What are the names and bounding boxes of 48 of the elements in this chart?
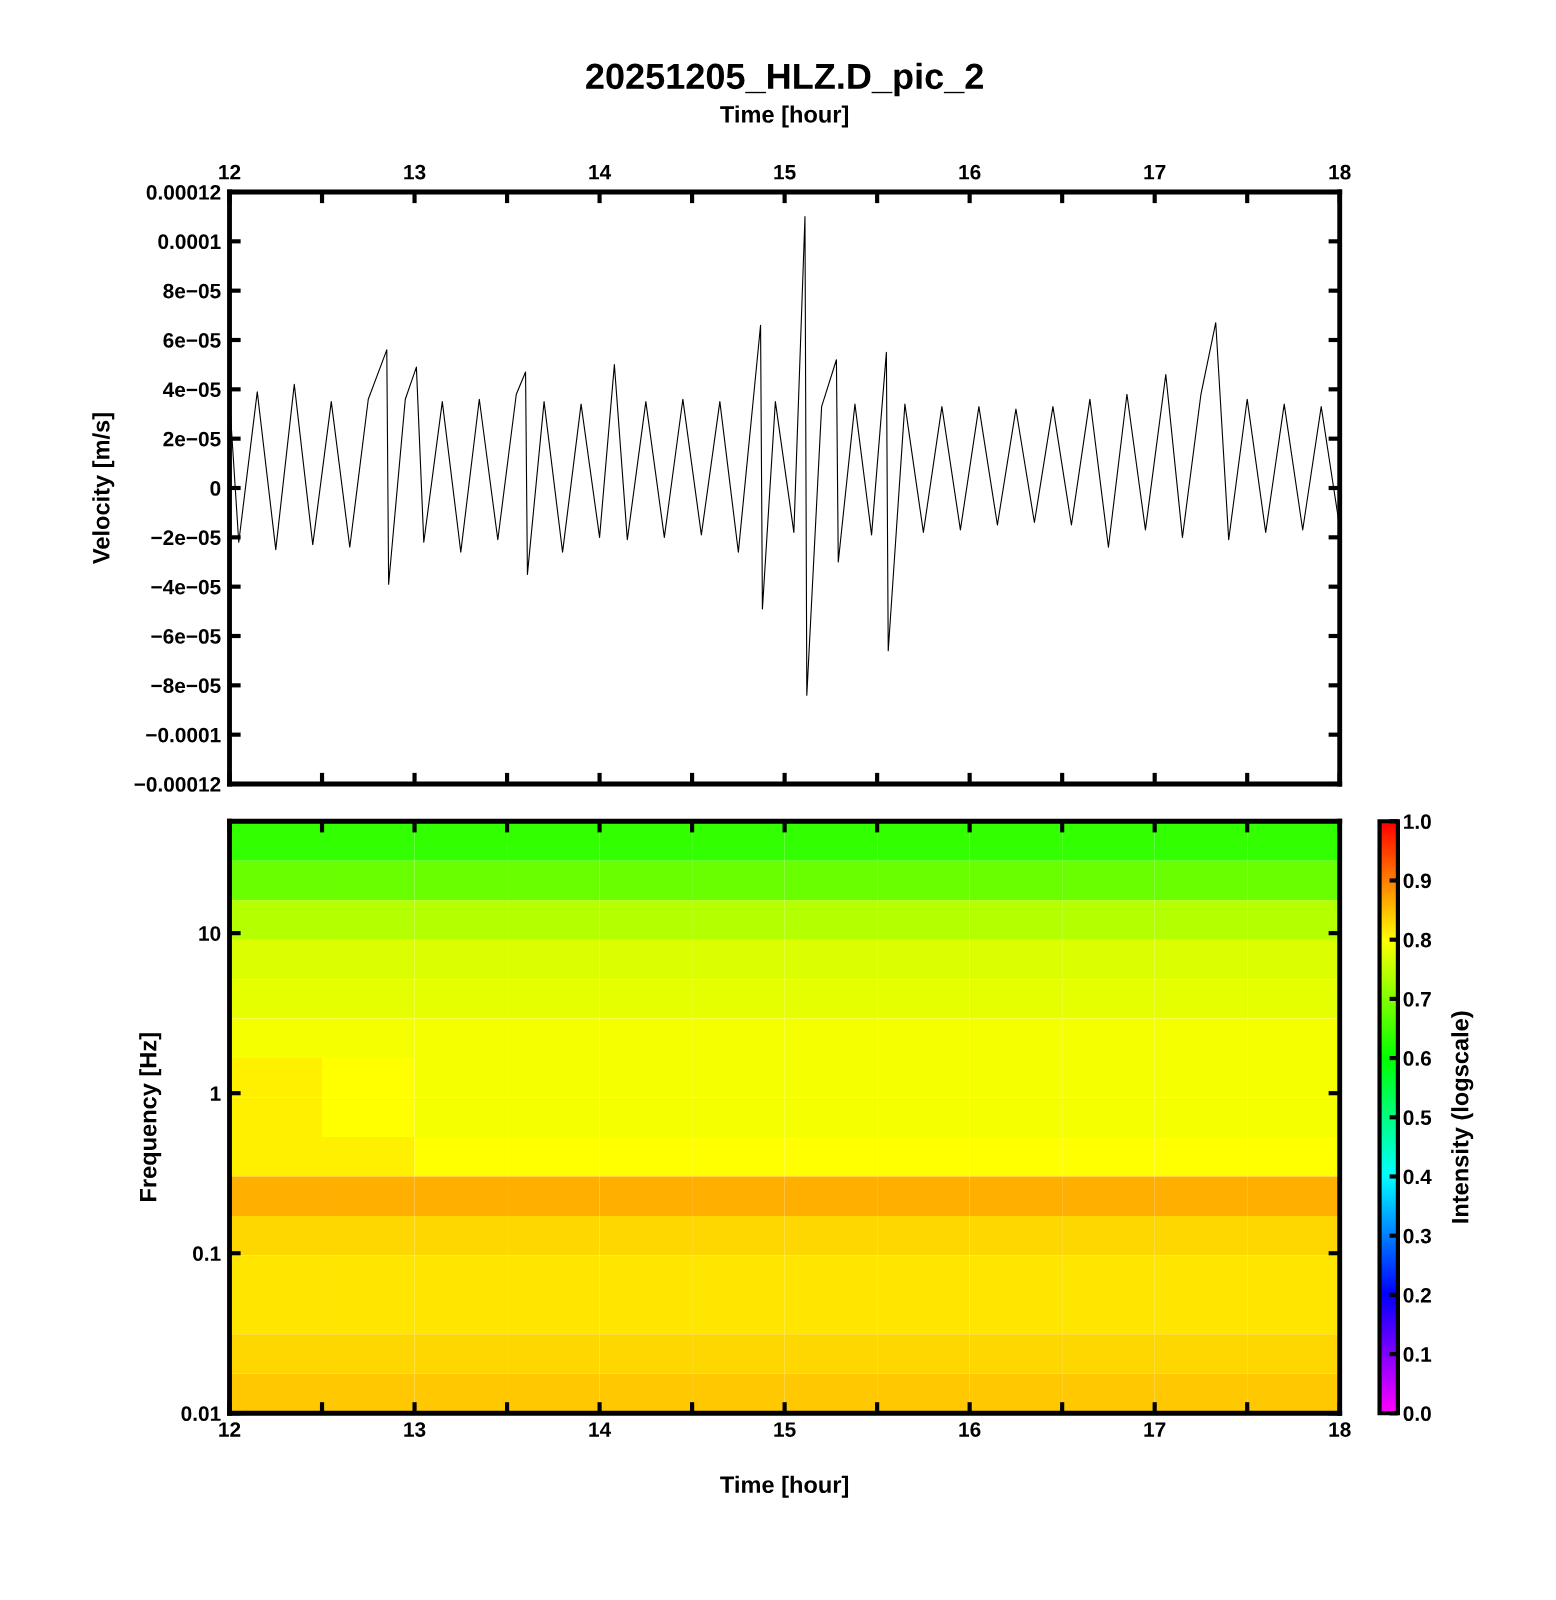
x-tick-label: 13 [404, 1422, 426, 1437]
x-tick-label: 17 [1144, 165, 1166, 180]
chart-title: 20251205_HLZ.D_pic_2 [586, 62, 983, 97]
y-tick-label: −8e−05 [151, 678, 221, 694]
y-tick-label: 6e−05 [163, 333, 221, 348]
y-tick-label: −0.0001 [146, 727, 221, 743]
y-tick-label: 2e−05 [163, 431, 221, 447]
x-tick-label: 16 [959, 164, 981, 180]
color-bar-label: 0.1 [1403, 1347, 1432, 1362]
x-tick-label: 16 [959, 1422, 981, 1437]
x-axis-title: Time [hour] [720, 1475, 849, 1498]
color-bar-label: 0.8 [1403, 932, 1432, 948]
x-tick-label: 18 [1329, 1422, 1351, 1437]
y-tick-label: 10 [199, 926, 221, 941]
x-tick-label: 12 [219, 1422, 241, 1437]
y-tick-label: −2e−05 [151, 530, 221, 546]
color-bar-label: 0.0 [1403, 1406, 1431, 1422]
y-axis-title: Frequency [Hz] [139, 1033, 162, 1201]
y-tick-label: −0.00012 [134, 777, 221, 792]
color-bar-label: 0.7 [1403, 991, 1431, 1007]
color-bar-label: 1.0 [1404, 814, 1431, 830]
color-bar-label: 0.4 [1403, 1169, 1432, 1185]
x-tick-label: 14 [589, 165, 612, 180]
y-tick-label: −6e−05 [151, 629, 221, 644]
color-bar-title: Intensity (logscale) [1451, 1011, 1474, 1223]
y-tick-label: 0.01 [181, 1406, 221, 1422]
y-tick-label: 0 [210, 481, 221, 496]
x-axis-title: Time [hour] [720, 105, 849, 128]
y-tick-label: 1 [210, 1086, 221, 1101]
x-tick-label: 15 [774, 165, 796, 180]
y-tick-label: 0.1 [193, 1246, 221, 1261]
x-tick-label: 15 [774, 1422, 796, 1437]
x-tick-label: 13 [404, 164, 426, 180]
color-bar-label: 0.9 [1403, 873, 1431, 889]
color-bar-label: 0.2 [1403, 1287, 1431, 1303]
y-axis-title: Velocity [m/s] [92, 413, 115, 564]
x-tick-label: 17 [1144, 1422, 1166, 1437]
y-tick-label: 4e−05 [162, 382, 221, 398]
x-tick-label: 14 [589, 1422, 612, 1437]
color-bar-label: 0.3 [1403, 1228, 1431, 1244]
y-tick-label: 0.0001 [158, 234, 221, 250]
y-tick-label: −4e−05 [151, 579, 221, 595]
color-bar-label: 0.5 [1403, 1110, 1432, 1126]
y-tick-label: 8e−05 [163, 283, 221, 299]
x-tick-label: 18 [1329, 164, 1351, 180]
color-bar-label: 0.6 [1403, 1051, 1431, 1066]
y-tick-label: 0.00012 [146, 185, 221, 200]
x-tick-label: 12 [219, 164, 241, 180]
